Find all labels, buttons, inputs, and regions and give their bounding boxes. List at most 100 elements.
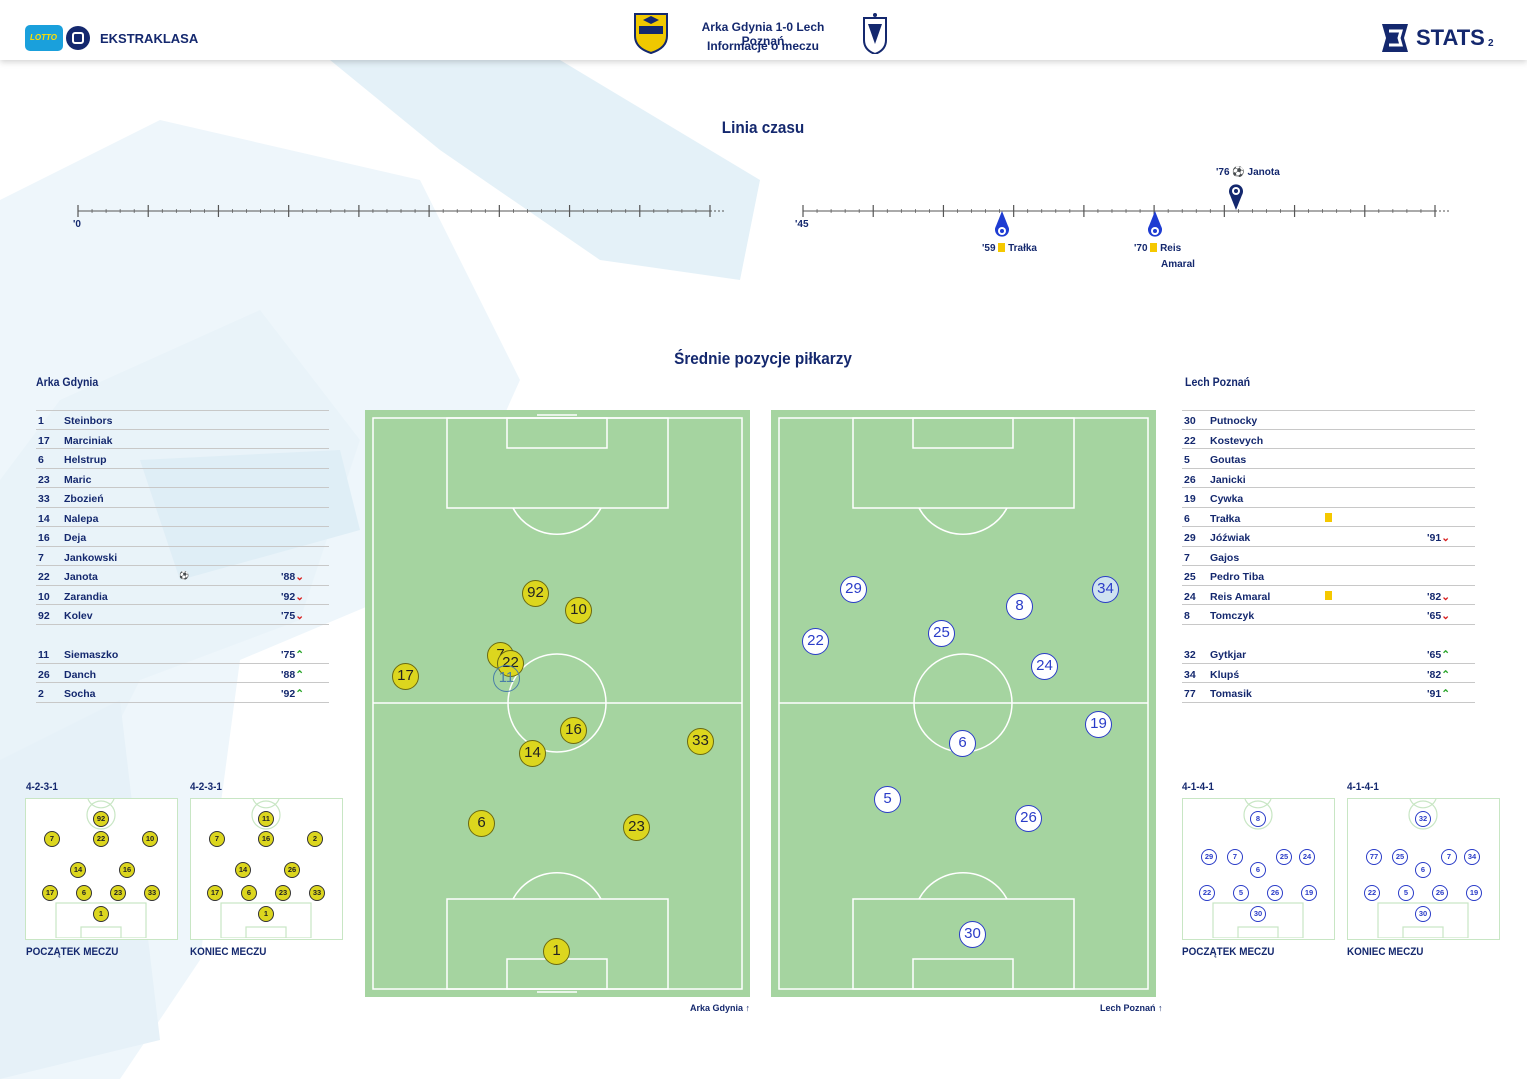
ball-icon: ⚽: [1232, 167, 1245, 178]
roster-row[interactable]: 26 Danch '88⌃: [36, 664, 329, 683]
player-number: 6: [1184, 512, 1190, 525]
formation-player-marker: 77: [1366, 849, 1382, 865]
sub-in-arrow-icon: ⌃: [295, 688, 304, 700]
formation-player-marker: 6: [241, 885, 257, 901]
player-marker[interactable]: 17: [392, 663, 419, 690]
player-marker[interactable]: 22: [802, 628, 829, 655]
formation-player-marker: 7: [1441, 849, 1457, 865]
yellow-card-marker-icon[interactable]: [992, 210, 1012, 240]
sub-in-minute: '92⌃: [281, 688, 304, 700]
player-name: Marciniak: [64, 434, 113, 447]
match-title: Arka Gdynia 1-0 Lech Poznań: [701, 20, 825, 48]
player-name: Pedro Tiba: [1210, 571, 1265, 583]
roster-row[interactable]: 7 Jankowski: [36, 547, 329, 566]
player-number: 24: [1184, 590, 1196, 603]
roster-row[interactable]: 2 Socha '92⌃: [36, 683, 329, 703]
roster-row[interactable]: 22 Janota ⚽ '88⌄: [36, 566, 329, 586]
roster-row[interactable]: 29 Jóźwiak '91⌄: [1182, 527, 1475, 547]
roster-row[interactable]: 30 Putnocky: [1182, 410, 1475, 430]
player-marker[interactable]: 25: [928, 620, 955, 647]
roster-row[interactable]: 17 Marciniak: [36, 430, 329, 449]
player-marker[interactable]: 6: [949, 730, 976, 757]
formation-player-marker: 26: [1432, 885, 1448, 901]
sub-out-arrow-icon: ⌄: [1441, 590, 1450, 603]
formation-player-marker: 1: [93, 906, 109, 922]
player-name: Tomczyk: [1210, 610, 1255, 622]
roster-row[interactable]: 92 Kolev '75⌄: [36, 605, 329, 625]
roster-row[interactable]: 5 Goutas: [1182, 449, 1475, 469]
player-marker[interactable]: 26: [1015, 805, 1042, 832]
player-marker[interactable]: 29: [840, 576, 867, 603]
formation-player-marker: 1: [258, 906, 274, 922]
player-name: Cywka: [1210, 493, 1244, 505]
lech-start-label: POCZĄTEK MECZU: [1182, 946, 1275, 958]
player-marker[interactable]: 6: [468, 810, 495, 837]
player-number: 25: [1184, 571, 1196, 583]
roster-row[interactable]: 24 Reis Amaral '82⌄: [1182, 586, 1475, 605]
roster-row[interactable]: 25 Pedro Tiba: [1182, 566, 1475, 586]
player-number: 22: [1184, 434, 1196, 447]
sub-out-arrow-icon: ⌄: [295, 610, 304, 622]
roster-row[interactable]: 14 Nalepa: [36, 508, 329, 527]
sub-in-arrow-icon: ⌃: [1441, 668, 1450, 681]
formation-player-marker: 5: [1233, 885, 1249, 901]
roster-row[interactable]: 32 Gytkjar '65⌃: [1182, 644, 1475, 664]
roster-row[interactable]: 26 Janicki: [1182, 469, 1475, 488]
roster-row[interactable]: 1 Steinbors: [36, 410, 329, 430]
player-marker[interactable]: 11: [493, 665, 520, 692]
formation-player-marker: 7: [1227, 849, 1243, 865]
player-marker[interactable]: 8: [1006, 593, 1033, 620]
player-marker[interactable]: 92: [522, 580, 549, 607]
roster-row[interactable]: 34 Klupś '82⌃: [1182, 664, 1475, 683]
player-number: 22: [38, 571, 50, 583]
yellow-event-player-2: Reis: [1160, 243, 1182, 254]
player-marker[interactable]: 23: [623, 814, 650, 841]
yellow-card-icon: [1325, 512, 1332, 522]
formation-player-marker: 33: [309, 885, 325, 901]
player-marker[interactable]: 24: [1031, 653, 1058, 680]
roster-row[interactable]: 77 Tomasik '91⌃: [1182, 683, 1475, 703]
roster-row[interactable]: 19 Cywka: [1182, 488, 1475, 508]
formation-player-marker: 34: [1464, 849, 1480, 865]
sub-out-arrow-icon: ⌄: [295, 571, 304, 583]
player-number: 19: [1184, 493, 1196, 505]
player-marker[interactable]: 14: [519, 740, 546, 767]
player-number: 6: [38, 454, 44, 466]
formation-player-marker: 22: [93, 831, 109, 847]
formation-player-marker: 32: [1415, 811, 1431, 827]
arka-mini-pitch-end: 11 7 16 2 14 26 17 6 23 33 1: [190, 798, 343, 940]
roster-row[interactable]: 6 Trałka: [1182, 508, 1475, 527]
player-marker[interactable]: 1: [543, 938, 570, 965]
roster-row[interactable]: 16 Deja: [36, 527, 329, 547]
player-marker[interactable]: 33: [687, 728, 714, 755]
player-marker[interactable]: 10: [565, 597, 592, 624]
player-name: Goutas: [1210, 454, 1247, 466]
roster-row[interactable]: 22 Kostevych: [1182, 430, 1475, 449]
goal-marker-icon[interactable]: [1226, 181, 1246, 211]
roster-row[interactable]: 8 Tomczyk '65⌄: [1182, 605, 1475, 625]
player-marker[interactable]: 16: [560, 717, 587, 744]
player-name: Siemaszko: [64, 649, 119, 661]
roster-row[interactable]: 6 Helstrup: [36, 449, 329, 469]
roster-row[interactable]: 23 Maric: [36, 469, 329, 488]
formation-player-marker: 6: [1250, 862, 1266, 878]
player-number: 23: [38, 473, 50, 486]
roster-row[interactable]: 33 Zbozień: [36, 488, 329, 508]
lech-crest-icon: [862, 12, 888, 56]
player-name: Tomasik: [1210, 688, 1252, 700]
roster-row[interactable]: 7 Gajos: [1182, 547, 1475, 566]
player-marker[interactable]: 34: [1092, 576, 1119, 603]
lech-mini-pitch-end: 32 77 25 7 34 6 22 5 26 19 30: [1347, 798, 1500, 940]
player-name: Putnocky: [1210, 415, 1258, 427]
player-marker[interactable]: 30: [959, 921, 986, 948]
player-number: 92: [38, 610, 50, 622]
roster-row[interactable]: 10 Zarandia '92⌄: [36, 586, 329, 605]
yellow-event-label-1: '59 Trałka: [982, 243, 1037, 254]
player-marker[interactable]: 19: [1085, 711, 1112, 738]
formation-player-marker: 22: [1199, 885, 1215, 901]
roster-row[interactable]: 11 Siemaszko '75⌃: [36, 644, 329, 664]
player-number: 77: [1184, 688, 1196, 700]
player-marker[interactable]: 5: [874, 786, 901, 813]
player-number: 7: [1184, 551, 1190, 564]
yellow-card-marker-icon[interactable]: [1145, 210, 1165, 240]
